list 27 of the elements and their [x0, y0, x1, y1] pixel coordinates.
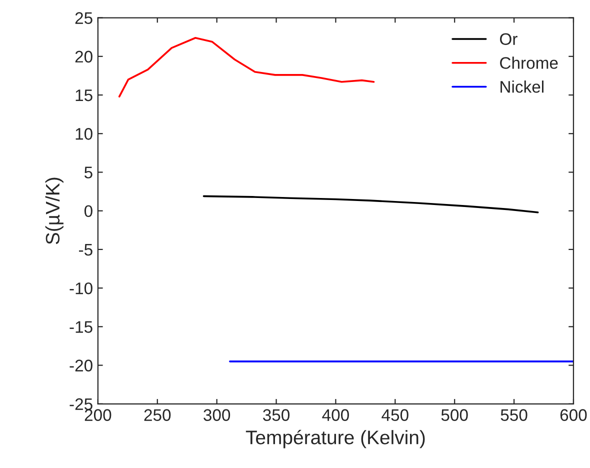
y-tick-label: 5 — [84, 166, 92, 178]
y-tick-label: -5 — [79, 244, 92, 256]
x-tick-label: 500 — [441, 409, 468, 421]
line-series — [118, 36, 375, 98]
y-tick-label: -10 — [70, 282, 92, 294]
y-tick-label: 25 — [75, 12, 92, 24]
y-tick-label: -25 — [70, 398, 92, 410]
y-tick-label: -20 — [70, 360, 92, 372]
x-axis-title: Température (Kelvin) — [246, 430, 425, 448]
x-tick-label: 200 — [84, 409, 112, 421]
legend-label: Or — [500, 33, 518, 46]
x-tick-label: 350 — [263, 409, 290, 421]
y-tick-label: 10 — [76, 128, 92, 140]
y-tick-label: 15 — [76, 90, 92, 102]
y-tick-label: 0 — [84, 205, 92, 218]
y-tick-label: 20 — [75, 50, 92, 63]
legend-label: Chrome — [500, 56, 558, 69]
x-tick-label: 300 — [204, 409, 230, 421]
x-tick-label: 250 — [144, 409, 171, 421]
x-tick-label: 550 — [500, 409, 528, 421]
x-tick-label: 400 — [322, 409, 349, 421]
x-tick-label: 450 — [382, 409, 408, 421]
y-axis-title: S(µV/K) — [45, 178, 64, 244]
x-tick-label: 600 — [560, 409, 587, 421]
y-tick-label: -15 — [70, 321, 92, 333]
legend-label: Nickel — [500, 80, 544, 93]
line-series — [202, 195, 539, 214]
